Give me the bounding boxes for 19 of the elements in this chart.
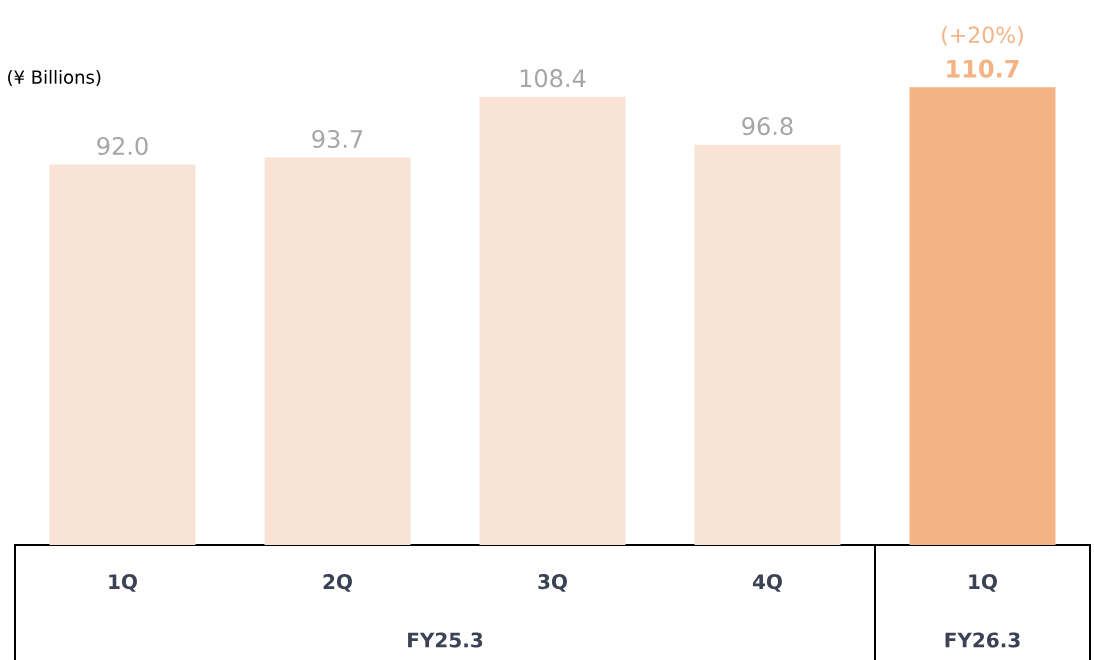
bar <box>264 157 411 545</box>
y-axis-title: (¥ Billions) <box>8 69 101 87</box>
data-label: 93.7 <box>312 129 363 149</box>
x-tick-label: 2Q <box>323 574 352 592</box>
x-tick-label: 1Q <box>109 574 137 592</box>
data-label: 110.7 <box>947 59 1019 78</box>
text: FY25.3 <box>408 632 483 648</box>
x-tick-label: 3Q <box>538 574 567 592</box>
bar <box>909 87 1056 545</box>
x-tick-label: 1Q <box>969 574 997 592</box>
data-label: 96.8 <box>742 117 793 136</box>
data-label: 108.4 <box>520 69 586 88</box>
x-tick-label: 4Q <box>752 574 782 592</box>
bar <box>479 96 626 545</box>
text: FY26.3 <box>945 632 1020 648</box>
bar <box>49 164 196 545</box>
data-label: 92.0 <box>97 136 148 156</box>
text: (+20%) <box>942 26 1023 46</box>
bar <box>694 144 841 545</box>
